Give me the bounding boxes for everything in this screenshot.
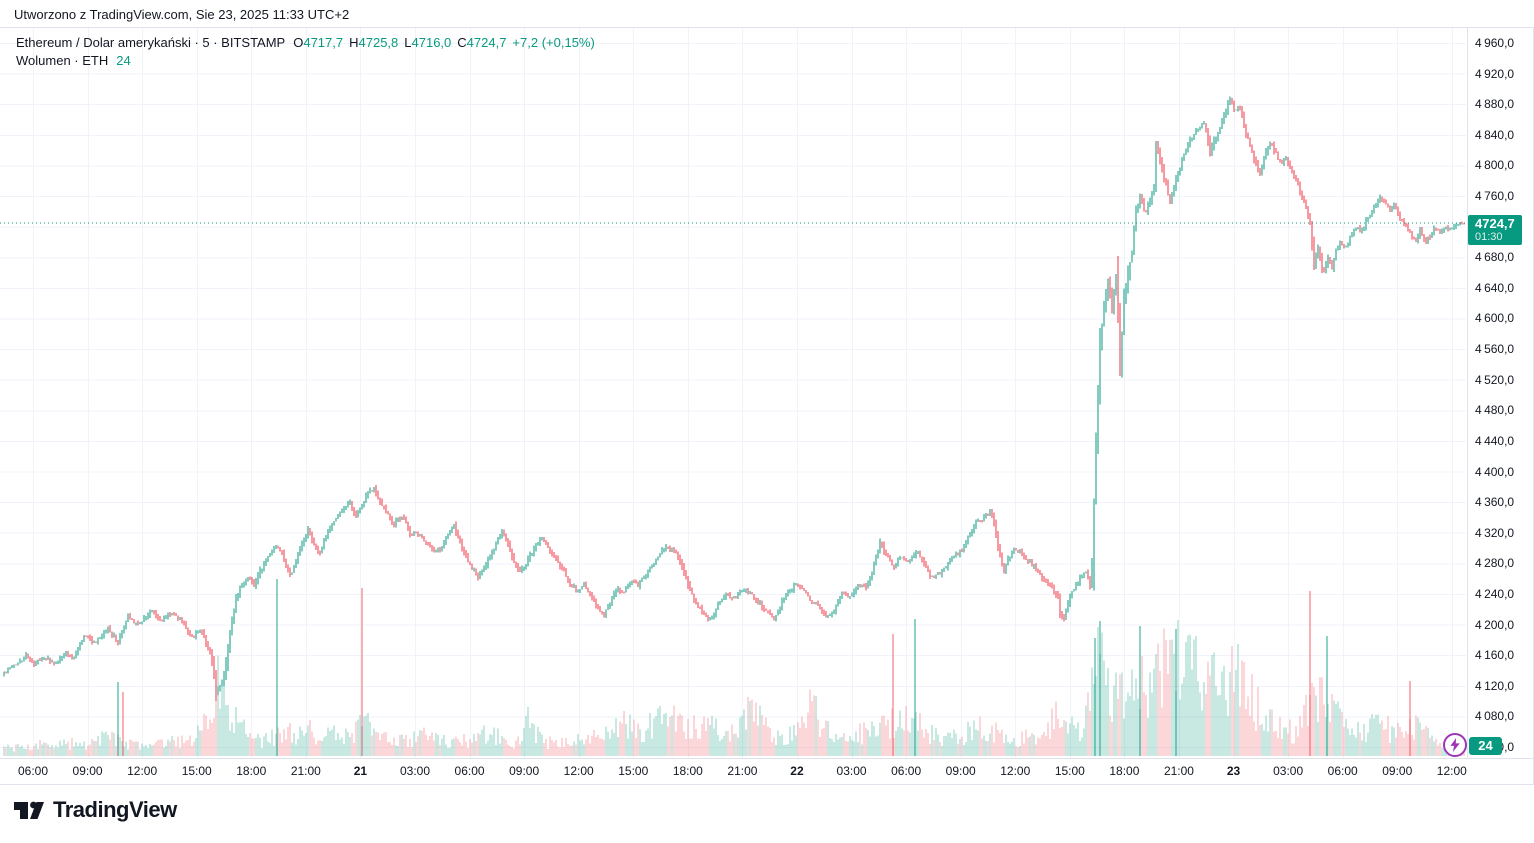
time-axis-label: 09:00 bbox=[1382, 764, 1413, 778]
bar-countdown: 01:30 bbox=[1475, 231, 1503, 244]
price-axis-label: 4 080,0 bbox=[1475, 709, 1515, 724]
price-axis-label: 4 760,0 bbox=[1475, 189, 1515, 204]
time-axis-label: 15:00 bbox=[1054, 764, 1085, 778]
volume-spike bbox=[892, 634, 894, 756]
volume-label[interactable]: Wolumen · ETH bbox=[16, 53, 109, 68]
volume-spike bbox=[1309, 591, 1311, 756]
time-axis-label: 12:00 bbox=[1436, 764, 1467, 778]
legend-symbol-row: Ethereum / Dolar amerykański · 5 · BITST… bbox=[16, 34, 595, 52]
volume-spike bbox=[122, 692, 124, 756]
time-axis[interactable]: 06:00 09:00 12:00 15:00 18:00 21:00 21 03:00 06:… bbox=[0, 758, 1467, 784]
price-axis-label: 4 600,0 bbox=[1475, 311, 1515, 326]
time-axis-label: 21:00 bbox=[1163, 764, 1194, 778]
price-axis-label: 4 560,0 bbox=[1475, 342, 1515, 357]
lightning-icon bbox=[1450, 738, 1460, 752]
time-axis-day-label: 23 bbox=[1226, 764, 1241, 778]
ohlc-high-value: 4725,8 bbox=[358, 35, 399, 50]
time-axis-label: 15:00 bbox=[618, 764, 649, 778]
volume-spike bbox=[361, 588, 363, 756]
price-axis-label: 4 840,0 bbox=[1475, 127, 1515, 142]
last-price-badge: 4724,7 01:30 bbox=[1468, 215, 1522, 246]
time-axis-separator bbox=[0, 758, 1533, 759]
time-axis-label: 15:00 bbox=[181, 764, 212, 778]
volume-spike bbox=[117, 682, 119, 756]
volume-spike bbox=[1175, 629, 1177, 756]
change-value: +7,2 (+0,15%) bbox=[512, 35, 595, 50]
time-axis-label: 18:00 bbox=[1109, 764, 1140, 778]
price-axis[interactable]: 4 960,0 4 920,0 4 880,0 4 840,0 4 800,0 4 760… bbox=[1467, 28, 1534, 758]
time-axis-label: 03:00 bbox=[399, 764, 430, 778]
price-axis-label: 4 880,0 bbox=[1475, 97, 1515, 112]
price-axis-label: 4 520,0 bbox=[1475, 372, 1515, 387]
price-axis-label: 4 320,0 bbox=[1475, 525, 1515, 540]
volume-spike bbox=[914, 619, 916, 756]
time-axis-label: 21:00 bbox=[290, 764, 321, 778]
last-price-value: 4724,7 bbox=[1475, 216, 1515, 232]
ohlc-close-label: C bbox=[457, 35, 467, 50]
price-axis-label: 4 360,0 bbox=[1475, 495, 1515, 510]
volume-spike bbox=[1099, 621, 1101, 756]
time-axis-label: 06:00 bbox=[17, 764, 49, 778]
brand-footer[interactable]: TradingView bbox=[13, 796, 177, 824]
time-axis-label: 06:00 bbox=[891, 764, 922, 778]
time-axis-label: 12:00 bbox=[1000, 764, 1031, 778]
time-axis-label: 09:00 bbox=[945, 764, 976, 778]
time-axis-label: 12:00 bbox=[127, 764, 158, 778]
ohlc-close-value: 4724,7 bbox=[466, 35, 507, 50]
volume-layer bbox=[3, 579, 1465, 756]
price-axis-label: 4 920,0 bbox=[1475, 66, 1515, 81]
price-axis-label: 4 960,0 bbox=[1475, 36, 1515, 50]
volume-spike bbox=[1139, 626, 1141, 756]
price-axis-label: 4 480,0 bbox=[1475, 403, 1515, 418]
time-axis-label: 09:00 bbox=[72, 764, 103, 778]
time-axis-label: 18:00 bbox=[236, 764, 267, 778]
price-axis-label: 4 120,0 bbox=[1475, 678, 1515, 693]
ohlc-low-label: L bbox=[404, 35, 412, 50]
ohlc-low-value: 4716,0 bbox=[411, 35, 452, 50]
volume-spike bbox=[1326, 636, 1328, 756]
ohlc-open-label: O bbox=[293, 35, 304, 50]
time-axis-label: 21:00 bbox=[727, 764, 758, 778]
chart-legend: Ethereum / Dolar amerykański · 5 · BITST… bbox=[16, 34, 595, 70]
time-axis-label: 09:00 bbox=[509, 764, 540, 778]
time-axis-label: 06:00 bbox=[454, 764, 485, 778]
price-axis-label: 4 280,0 bbox=[1475, 556, 1515, 571]
volume-spike bbox=[1409, 681, 1411, 756]
price-axis-label: 4 200,0 bbox=[1475, 617, 1515, 632]
volume-value: 24 bbox=[116, 53, 131, 68]
time-axis-label: 03:00 bbox=[836, 764, 867, 778]
grid-layer bbox=[0, 28, 1466, 758]
candles-layer bbox=[3, 96, 1465, 701]
time-axis-label: 12:00 bbox=[563, 764, 594, 778]
price-axis-label: 4 160,0 bbox=[1475, 648, 1515, 663]
snapshot-attribution: Utworzono z TradingView.com, Sie 23, 202… bbox=[14, 7, 350, 22]
time-axis-label: 03:00 bbox=[1273, 764, 1304, 778]
candlestick-chart-canvas[interactable] bbox=[0, 28, 1534, 784]
price-axis-label: 4 680,0 bbox=[1475, 250, 1515, 265]
price-axis-label: 4 400,0 bbox=[1475, 464, 1515, 479]
legend-volume-row: Wolumen · ETH 24 bbox=[16, 52, 595, 70]
symbol-title[interactable]: Ethereum / Dolar amerykański · 5 · BITST… bbox=[16, 35, 286, 50]
volume-spike bbox=[1094, 638, 1096, 756]
volume-axis-badge: 24 bbox=[1469, 737, 1502, 755]
tradingview-logo-icon bbox=[14, 801, 44, 819]
ohlc-high-label: H bbox=[349, 35, 359, 50]
price-axis-label: 4 440,0 bbox=[1475, 433, 1515, 448]
price-axis-label: 4 800,0 bbox=[1475, 158, 1515, 173]
time-axis-day-label: 21 bbox=[353, 764, 368, 778]
price-axis-label: 4 640,0 bbox=[1475, 280, 1515, 295]
brand-name: TradingView bbox=[53, 797, 177, 822]
time-axis-label: 18:00 bbox=[672, 764, 703, 778]
volume-spike bbox=[276, 579, 278, 756]
price-axis-label: 4 240,0 bbox=[1475, 586, 1515, 601]
time-axis-label: 06:00 bbox=[1327, 764, 1358, 778]
ohlc-open-value: 4717,7 bbox=[303, 35, 344, 50]
time-axis-day-label: 22 bbox=[790, 764, 804, 778]
supercharts-button[interactable] bbox=[1443, 733, 1467, 757]
chart-widget: 4 960,0 4 920,0 4 880,0 4 840,0 4 800,0 4 760… bbox=[0, 27, 1534, 785]
